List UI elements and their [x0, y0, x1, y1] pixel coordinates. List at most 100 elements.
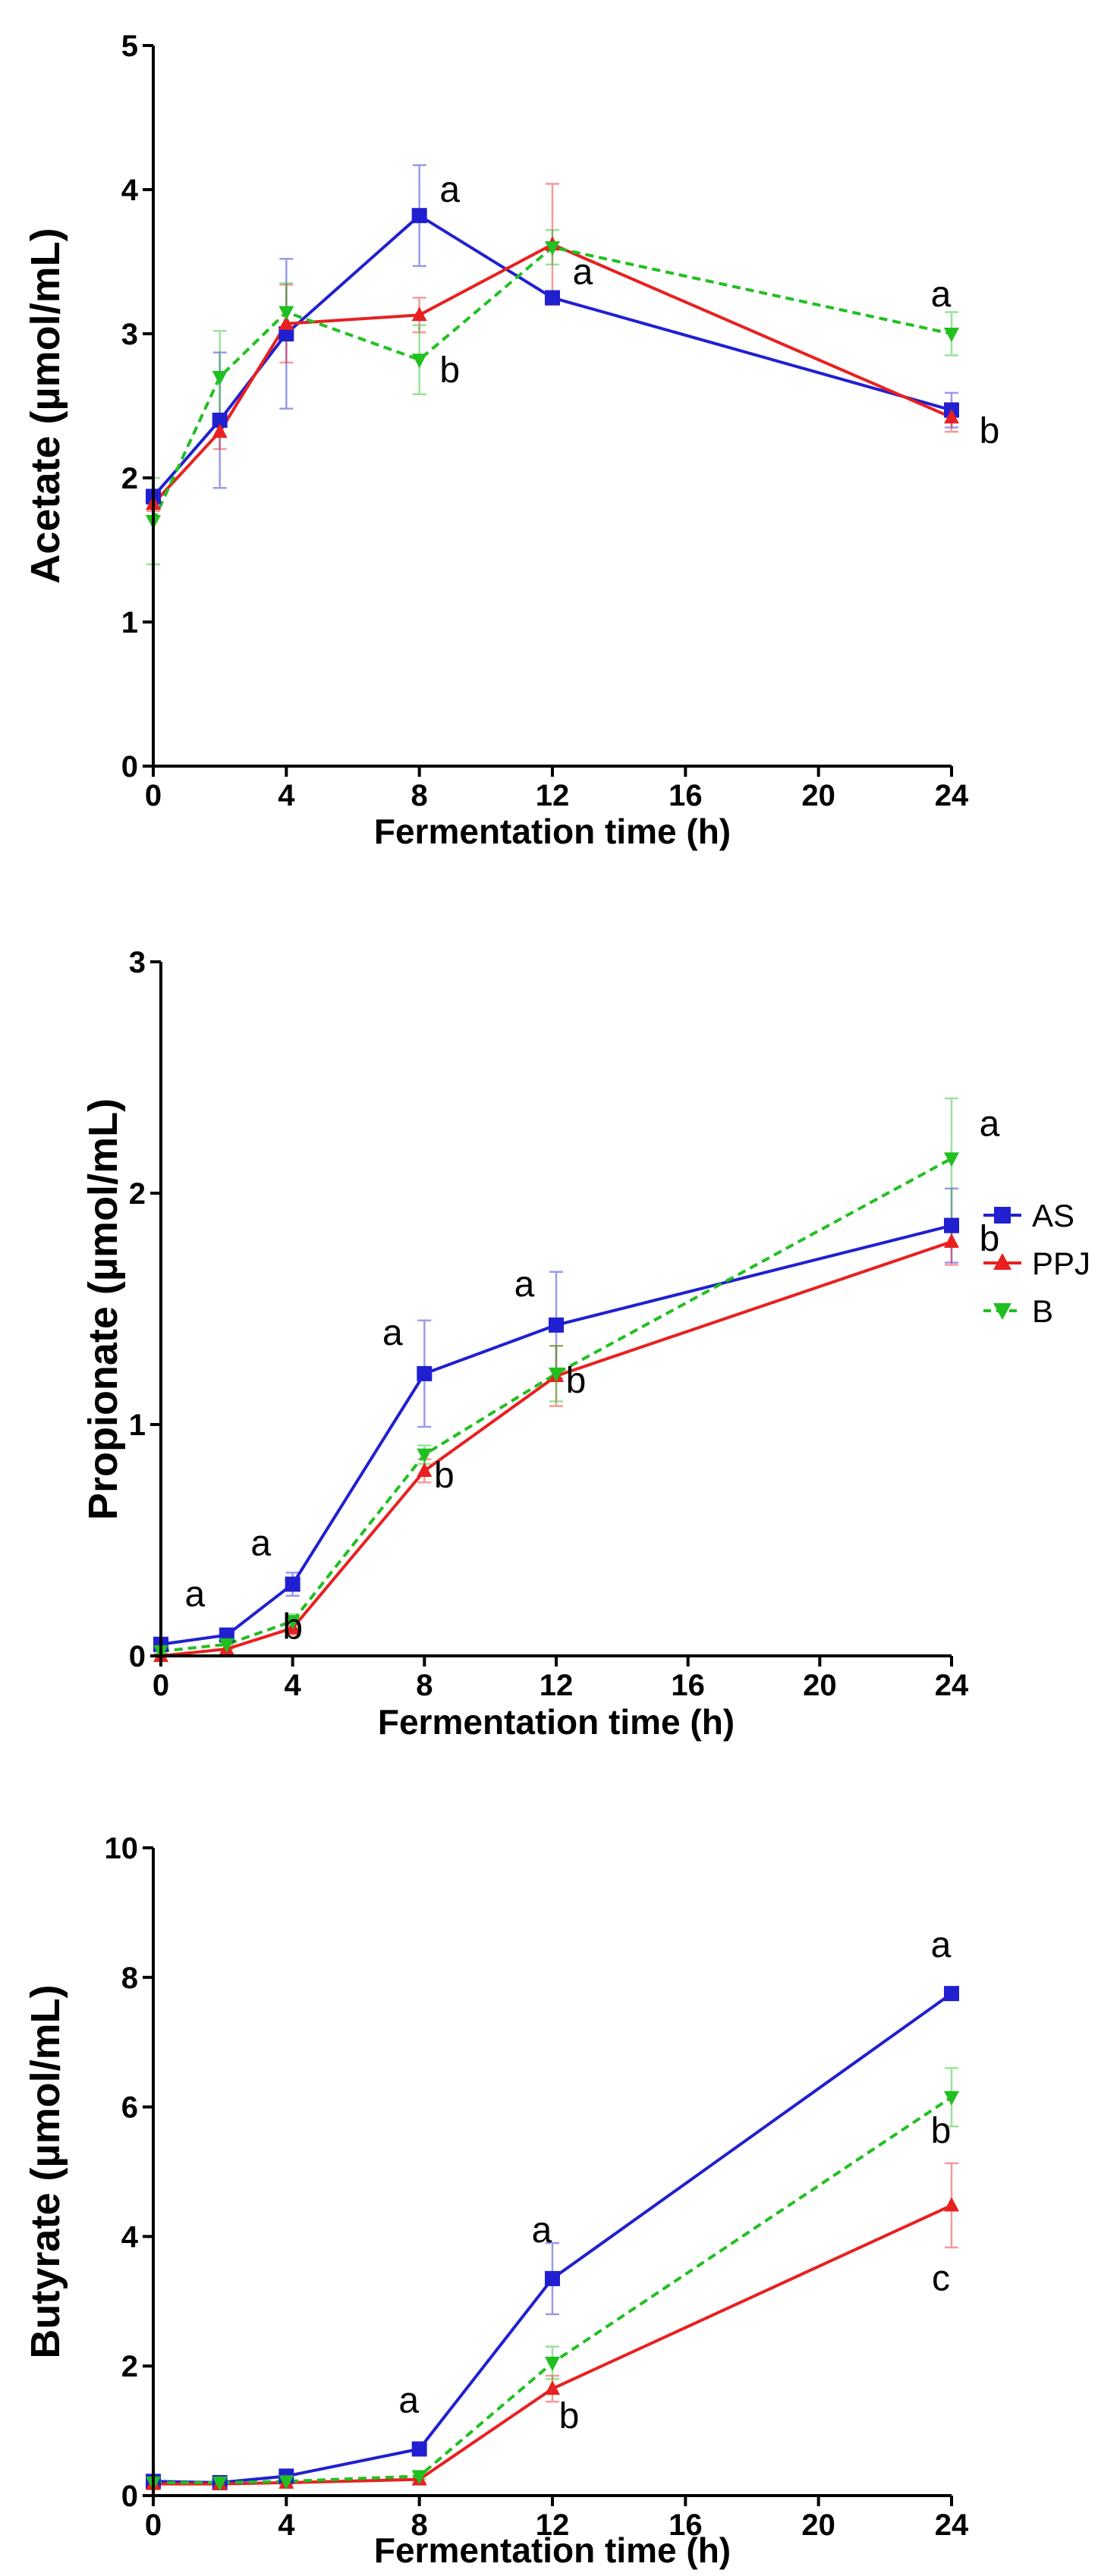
- acetate-x-tick-label: 0: [145, 779, 162, 812]
- butyrate-x-tick-label: 12: [536, 2508, 570, 2542]
- acetate-x-axis-title: Fermentation time (h): [374, 812, 731, 851]
- propionate-significance-label: b: [980, 1219, 1000, 1259]
- acetate-y-tick-label: 5: [121, 30, 138, 63]
- propionate-markers: [153, 1152, 959, 1662]
- acetate-y-axis-title: Acetate (µmol/mL): [23, 228, 68, 583]
- propionate-significance-label: a: [514, 1264, 535, 1305]
- acetate-y-tick-label: 2: [121, 462, 138, 495]
- legend-item-as: AS: [1032, 1198, 1074, 1233]
- butyrate-y-ticks: 0 2 4 6 8 10: [105, 1832, 153, 2513]
- propionate-significance-label: b: [282, 1607, 303, 1647]
- butyrate-x-tick-label: 0: [145, 2508, 162, 2542]
- butyrate-y-tick-label: 0: [121, 2480, 138, 2513]
- butyrate-significance-labels: a a b a b c: [398, 1925, 951, 2436]
- butyrate-as-point: [545, 2270, 560, 2286]
- acetate-ppj-point: [944, 409, 959, 424]
- propionate-x-axis-title: Fermentation time (h): [378, 1702, 735, 1742]
- butyrate-x-tick-label: 20: [801, 2508, 835, 2542]
- propionate-significance-label: a: [382, 1313, 403, 1353]
- butyrate-x-ticks: 0 4 8 12 16 20 24: [145, 2496, 969, 2542]
- propionate-ppj-point: [944, 1233, 959, 1249]
- butyrate-y-tick-label: 6: [121, 2091, 138, 2125]
- acetate-significance-label: b: [980, 411, 1000, 451]
- acetate-x-tick-label: 12: [536, 779, 570, 812]
- acetate-ppj-point: [212, 423, 228, 438]
- propionate-series-lines: [160, 1157, 952, 1657]
- propionate-y-tick-label: 2: [129, 1177, 146, 1211]
- acetate-x-tick-label: 20: [801, 779, 835, 812]
- propionate-x-tick-label: 12: [540, 1669, 574, 1702]
- legend-b-marker: [993, 1303, 1011, 1320]
- butyrate-y-tick-label: 10: [105, 1832, 139, 1865]
- butyrate-ppj-point: [545, 2380, 560, 2395]
- butyrate-b-point: [212, 2476, 228, 2491]
- butyrate-y-axis-title: Butyrate (µmol/mL): [23, 1984, 68, 2358]
- butyrate-b-point: [278, 2475, 294, 2490]
- butyrate-y-tick-label: 2: [121, 2350, 138, 2383]
- acetate-ppj-point: [411, 306, 427, 322]
- acetate-y-tick-label: 3: [121, 318, 138, 351]
- butyrate-b-point: [944, 2091, 959, 2106]
- acetate-y-ticks: 0 1 2 3 4 5: [121, 30, 153, 784]
- propionate-y-ticks: 0 1 2 3: [129, 946, 161, 1673]
- acetate-x-tick-label: 16: [669, 779, 703, 812]
- butyrate-significance-label: a: [398, 2381, 419, 2421]
- acetate-b-point: [212, 371, 228, 385]
- legend-as-marker: [994, 1207, 1011, 1224]
- legend-item-ppj: PPJ: [1032, 1246, 1090, 1281]
- butyrate-as-point: [944, 1986, 959, 2002]
- acetate-b-line: [152, 245, 952, 522]
- butyrate-significance-label: b: [559, 2396, 580, 2436]
- butyrate-significance-label: a: [931, 1925, 952, 1965]
- butyrate-ppj-point: [944, 2197, 959, 2212]
- acetate-as-point: [212, 413, 228, 428]
- butyrate-y-tick-label: 8: [121, 1962, 138, 1995]
- propionate-x-tick-label: 8: [416, 1669, 433, 1702]
- butyrate-significance-label: c: [932, 2258, 950, 2298]
- acetate-series-lines: [152, 213, 952, 522]
- propionate-significance-label: b: [434, 1456, 455, 1496]
- propionate-x-tick-label: 20: [803, 1669, 837, 1702]
- propionate-significance-label: a: [980, 1104, 1000, 1144]
- propionate-as-point: [944, 1217, 959, 1233]
- acetate-b-point: [545, 241, 560, 256]
- acetate-x-tick-label: 24: [935, 779, 969, 812]
- propionate-b-point: [219, 1638, 234, 1653]
- acetate-as-point: [545, 290, 560, 306]
- propionate-y-tick-label: 1: [129, 1409, 146, 1442]
- acetate-ppj-line: [152, 242, 952, 505]
- butyrate-b-point: [545, 2356, 560, 2371]
- acetate-b-point: [411, 353, 427, 369]
- acetate-b-point: [944, 328, 959, 342]
- butyrate-significance-label: a: [532, 2210, 552, 2251]
- acetate-ppj-point: [278, 315, 294, 330]
- acetate-markers: [146, 208, 959, 529]
- propionate-as-point: [285, 1576, 300, 1592]
- butyrate-x-tick-label: 8: [411, 2508, 428, 2542]
- butyrate-as-point: [411, 2441, 427, 2457]
- butyrate-x-tick-label: 4: [278, 2508, 295, 2542]
- butyrate-significance-label: b: [931, 2111, 952, 2151]
- acetate-significance-label: a: [931, 275, 952, 315]
- acetate-significance-label: a: [439, 170, 460, 210]
- acetate-significance-label: a: [573, 253, 593, 293]
- acetate-x-tick-label: 8: [411, 779, 428, 812]
- butyrate-x-tick-label: 16: [669, 2508, 703, 2542]
- propionate-b-line: [160, 1157, 952, 1653]
- propionate-y-tick-label: 3: [129, 946, 146, 979]
- propionate-y-tick-label: 0: [129, 1640, 146, 1673]
- propionate-x-ticks: 0 4 8 12 16 20 24: [153, 1656, 969, 1702]
- acetate-as-line: [152, 213, 952, 498]
- acetate-y-tick-label: 4: [121, 174, 139, 207]
- legend-item-b: B: [1032, 1293, 1053, 1329]
- butyrate-y-tick-label: 4: [121, 2220, 139, 2254]
- propionate-ppj-line: [160, 1240, 952, 1657]
- propionate-significance-label: b: [566, 1361, 587, 1401]
- acetate-y-tick-label: 0: [121, 750, 138, 784]
- butyrate-series-lines: [153, 1992, 953, 2486]
